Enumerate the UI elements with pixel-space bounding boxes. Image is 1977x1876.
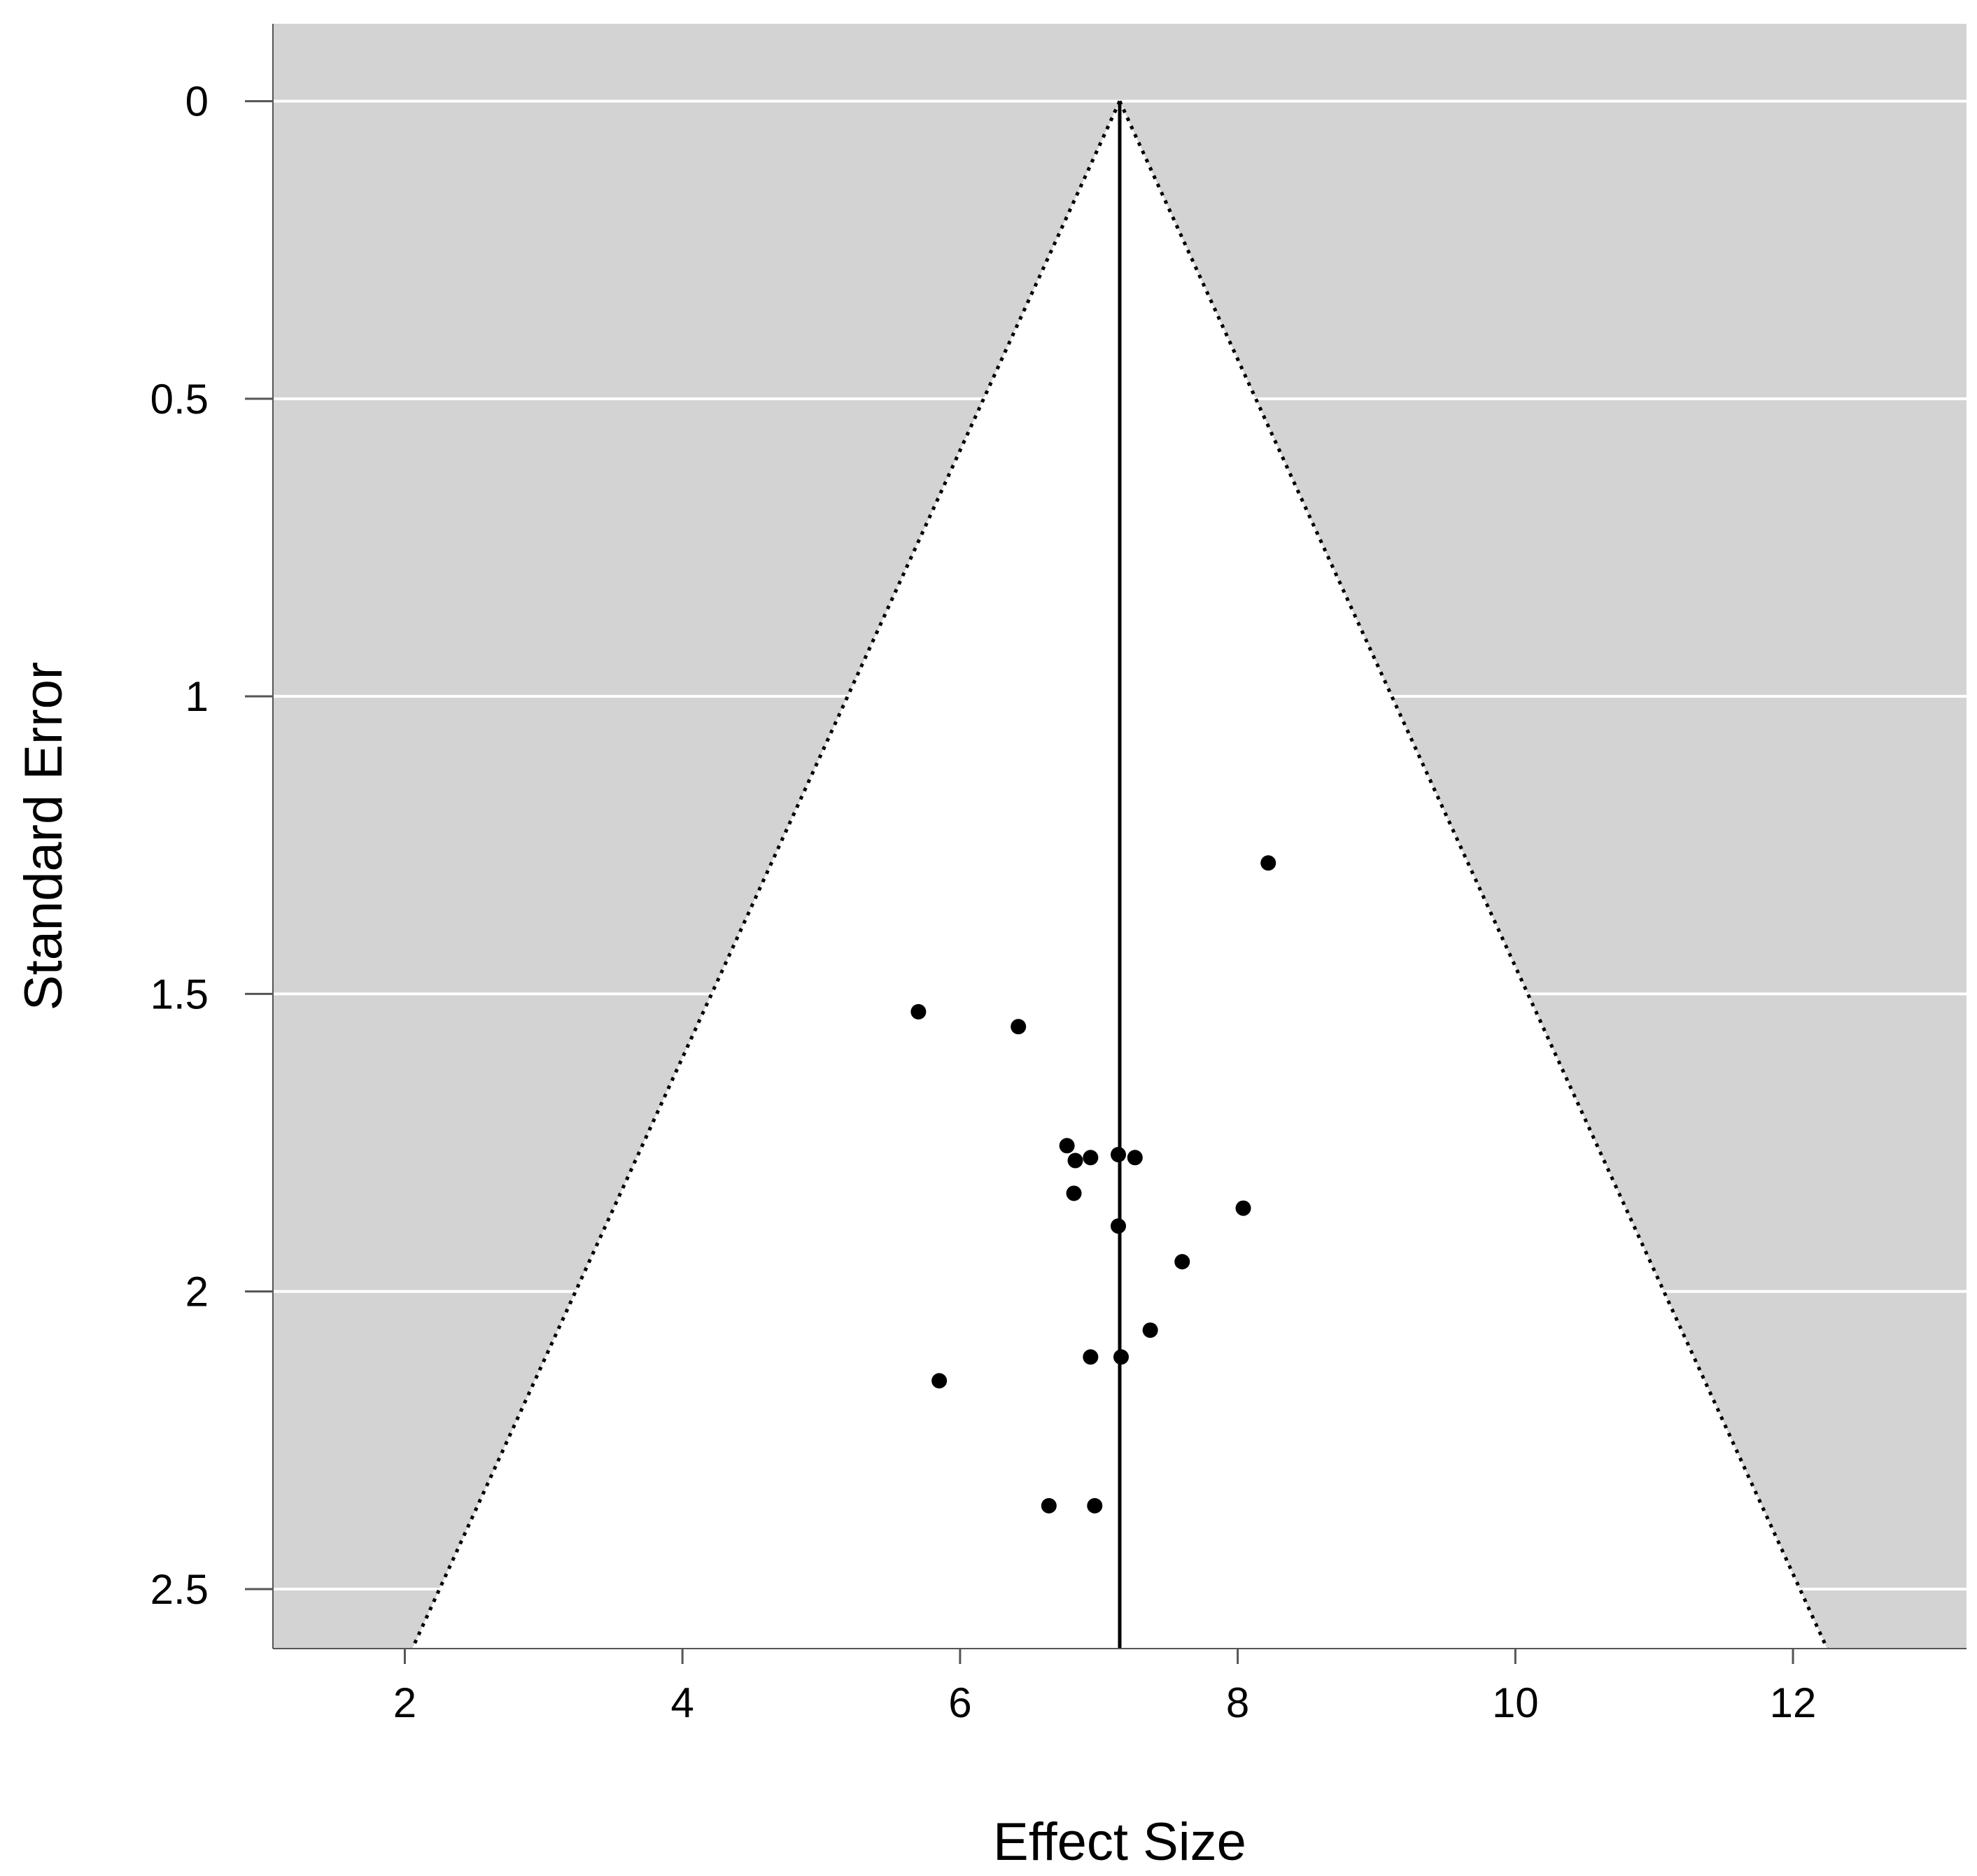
data-point-0 [1260, 855, 1276, 871]
data-point-14 [1113, 1349, 1129, 1365]
x-axis: 2 4 6 8 10 12 [273, 1648, 1967, 1726]
data-point-16 [1041, 1497, 1057, 1514]
data-point-13 [1083, 1349, 1099, 1365]
data-point-8 [1066, 1185, 1082, 1201]
x-tick-label-1: 4 [670, 1679, 694, 1726]
data-point-15 [931, 1373, 948, 1389]
funnel-right-boundary [1118, 100, 1829, 1650]
x-tick-label-2: 6 [948, 1679, 971, 1726]
data-point-5 [1083, 1150, 1099, 1166]
x-tick-label-4: 10 [1492, 1679, 1539, 1726]
x-tick-label-0: 2 [393, 1679, 416, 1726]
y-tick-label-3: 1.5 [150, 971, 209, 1017]
y-axis: 0 0.5 1 1.5 2 2.5 [150, 24, 274, 1649]
data-point-7 [1127, 1150, 1143, 1166]
data-point-4 [1067, 1152, 1083, 1169]
funnel-left-boundary [410, 100, 1122, 1650]
x-axis-title: Effect Size [993, 1812, 1246, 1872]
data-point-3 [1059, 1138, 1075, 1154]
y-tick-label-2: 1 [185, 673, 209, 720]
data-point-1 [910, 1003, 927, 1020]
y-tick-label-1: 0.5 [150, 376, 209, 423]
y-tick-label-4: 2 [185, 1269, 209, 1316]
data-point-9 [1235, 1200, 1251, 1216]
y-tick-label-0: 0 [185, 78, 209, 125]
x-tick-label-5: 12 [1770, 1679, 1817, 1726]
data-point-2 [1011, 1019, 1027, 1035]
y-tick-label-5: 2.5 [150, 1566, 209, 1613]
x-tick-label-3: 8 [1226, 1679, 1249, 1726]
y-axis-title: Standard Error [14, 662, 73, 1010]
data-points [910, 855, 1276, 1514]
data-point-6 [1111, 1147, 1127, 1163]
data-point-12 [1142, 1322, 1158, 1338]
data-point-17 [1087, 1497, 1103, 1514]
data-point-10 [1111, 1218, 1127, 1234]
data-point-11 [1174, 1254, 1190, 1270]
